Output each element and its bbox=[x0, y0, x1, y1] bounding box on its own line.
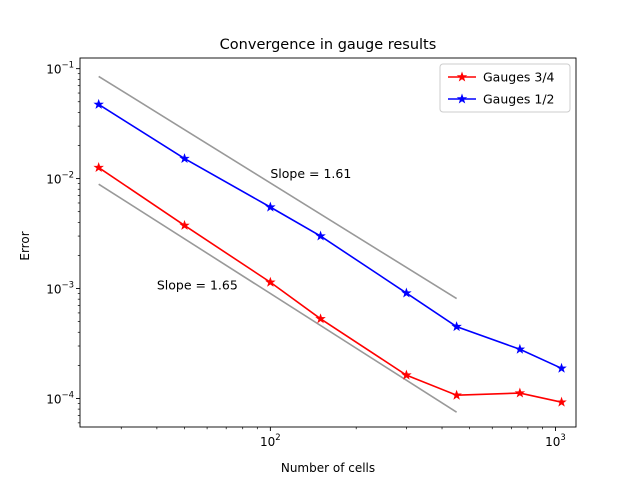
x-axis-label: Number of cells bbox=[281, 461, 375, 475]
legend-marker bbox=[456, 93, 468, 104]
data-point bbox=[451, 321, 462, 332]
reference-lines bbox=[98, 75, 458, 413]
data-point bbox=[315, 230, 326, 241]
data-point bbox=[556, 396, 567, 407]
data-point bbox=[315, 313, 326, 324]
y-tick-label: 10−3 bbox=[46, 281, 74, 297]
legend-entry: Gauges 3/4 bbox=[448, 70, 555, 85]
data-point bbox=[93, 162, 104, 173]
series-1 bbox=[93, 162, 567, 407]
annotations: Slope = 1.61 Slope = 1.65 bbox=[157, 166, 351, 292]
legend-label: Gauges 3/4 bbox=[483, 70, 555, 85]
axes-frame bbox=[79, 57, 577, 428]
axes: 102 103 10−4 10−3 10−2 10−1 bbox=[46, 57, 577, 449]
data-point bbox=[93, 98, 104, 109]
x-tick-label: 102 bbox=[260, 433, 281, 449]
data-point bbox=[179, 153, 190, 164]
legend: Gauges 3/4 Gauges 1/2 bbox=[439, 63, 571, 113]
data-point bbox=[514, 387, 526, 398]
legend-box bbox=[439, 63, 571, 113]
data-point bbox=[514, 343, 526, 354]
y-tick-label: 10−1 bbox=[46, 61, 74, 77]
legend-label: Gauges 1/2 bbox=[483, 92, 555, 107]
y-tick-label: 10−4 bbox=[46, 390, 74, 406]
x-tick-label: 103 bbox=[545, 433, 566, 449]
data-point bbox=[401, 369, 412, 380]
series-line bbox=[98, 103, 562, 370]
series-layer bbox=[93, 98, 567, 407]
slope-annotation: Slope = 1.61 bbox=[270, 166, 351, 181]
data-point bbox=[179, 219, 190, 230]
slope-annotation: Slope = 1.65 bbox=[157, 277, 238, 292]
reference-line-2 bbox=[98, 183, 458, 413]
data-point bbox=[265, 201, 276, 212]
legend-marker bbox=[456, 71, 468, 82]
data-point bbox=[556, 362, 567, 373]
y-tick-label: 10−2 bbox=[46, 171, 74, 187]
y-axis-label: Error bbox=[18, 231, 32, 260]
series-2 bbox=[93, 98, 567, 373]
chart-title: Convergence in gauge results bbox=[220, 37, 437, 53]
series-line bbox=[98, 166, 562, 403]
data-point bbox=[401, 287, 412, 298]
data-point bbox=[265, 276, 276, 287]
reference-line-1 bbox=[98, 75, 458, 300]
data-point bbox=[451, 389, 462, 400]
legend-entry: Gauges 1/2 bbox=[448, 92, 555, 107]
